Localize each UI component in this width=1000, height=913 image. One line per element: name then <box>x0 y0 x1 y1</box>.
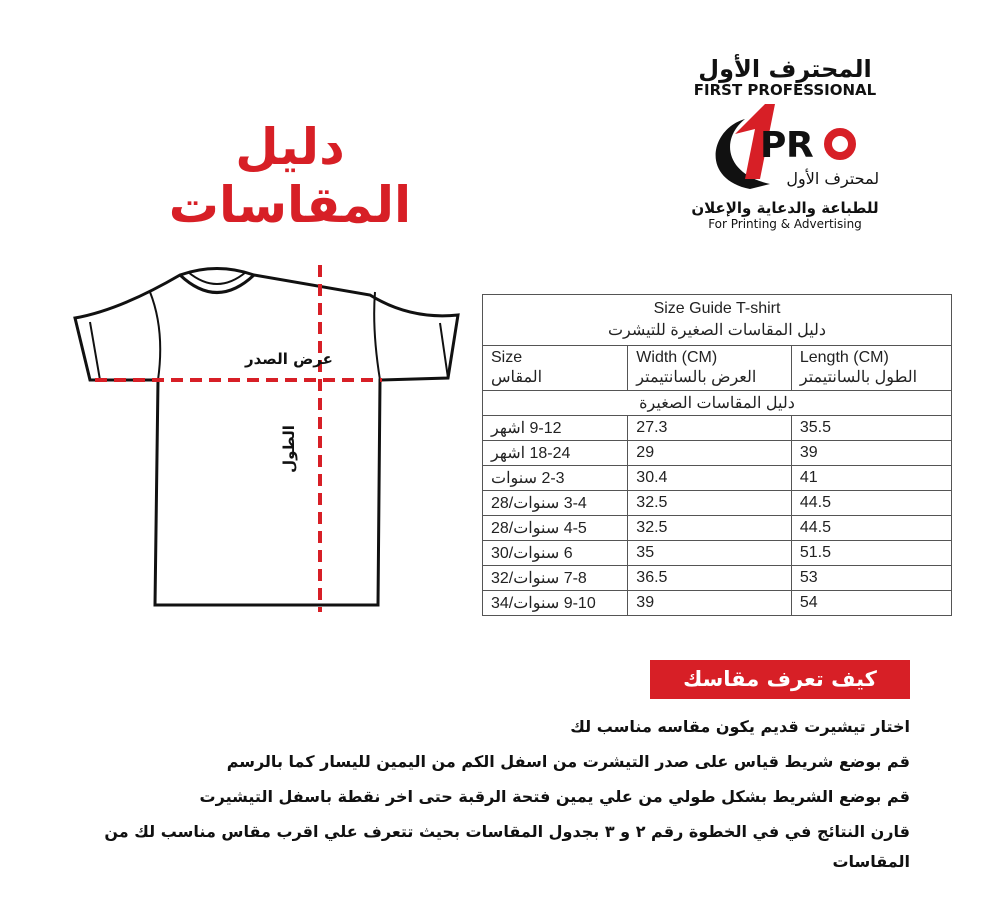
header-size: Size المقاس <box>481 345 629 391</box>
chest-width-label: عرض الصدر <box>245 350 333 368</box>
size-table: Size Guide T-shirt دليل المقاسات الصغيرة … <box>481 294 953 616</box>
length-cell: 39 <box>790 440 953 466</box>
how-to-steps: اختار تيشيرت قديم يكون مقاسه مناسب لك قم… <box>90 712 910 871</box>
size-cell: 3-4 سنوات/28 <box>481 490 629 516</box>
tshirt-outline <box>73 267 460 607</box>
width-cell: 39 <box>627 590 792 616</box>
table-row: 2-3 سنوات 30.4 41 <box>481 465 953 491</box>
table-row: 3-4 سنوات/28 32.5 44.5 <box>481 490 953 516</box>
width-cell: 32.5 <box>627 515 792 541</box>
logo-english-tagline: For Printing & Advertising <box>708 217 862 231</box>
table-row: 9-12 اشهر 27.3 35.5 <box>481 415 953 441</box>
length-cell: 35.5 <box>790 415 953 441</box>
size-cell: 18-24 اشهر <box>481 440 629 466</box>
table-row: 4-5 سنوات/28 32.5 44.5 <box>481 515 953 541</box>
length-cell: 44.5 <box>790 490 953 516</box>
table-section: دليل المقاسات الصغيرة <box>482 390 952 416</box>
width-cell: 32.5 <box>627 490 792 516</box>
logo-arabic-name: المحترف الأول <box>698 55 872 83</box>
logo-arabic-tagline: للطباعة والدعاية والإعلان <box>691 199 879 217</box>
svg-text:R: R <box>786 125 814 166</box>
length-cell: 51.5 <box>790 540 953 566</box>
step-2: قم بوضع شريط قياس على صدر التيشرت من اسف… <box>226 752 910 771</box>
size-cell: 9-10 سنوات/34 <box>481 590 629 616</box>
tshirt-diagram <box>73 265 460 612</box>
width-cell: 35 <box>627 540 792 566</box>
table-row: 18-24 اشهر 29 39 <box>481 440 953 466</box>
table-row: 9-10 سنوات/34 39 54 <box>481 590 953 616</box>
width-cell: 30.4 <box>627 465 792 491</box>
step-4: قارن النتائج في في الخطوة رقم ٢ و ٣ بجدو… <box>104 822 910 871</box>
table-row: 7-8 سنوات/32 36.5 53 <box>481 565 953 591</box>
step-1: اختار تيشيرت قديم يكون مقاسه مناسب لك <box>570 717 910 736</box>
logo-english-name: FIRST PROFESSIONAL <box>693 81 877 99</box>
length-cell: 53 <box>790 565 953 591</box>
size-cell: 4-5 سنوات/28 <box>481 515 629 541</box>
logo-mark-icon: P R المحترف الأول <box>715 104 880 189</box>
how-to-heading: كيف تعرف مقاسك <box>650 660 910 699</box>
svg-text:P: P <box>760 125 786 166</box>
header-length: Length (CM) الطول بالسانتيمتر <box>790 345 953 391</box>
step-3: قم بوضع الشريط بشكل طولي من علي يمين فتح… <box>199 787 910 806</box>
page-title: دليل المقاسات <box>168 118 412 234</box>
header-width: Width (CM) العرض بالسانتيمتر <box>627 345 792 391</box>
width-cell: 36.5 <box>627 565 792 591</box>
size-cell: 9-12 اشهر <box>481 415 629 441</box>
length-label: الطول <box>279 425 298 473</box>
table-row: 6 سنوات/30 35 51.5 <box>481 540 953 566</box>
length-cell: 44.5 <box>790 515 953 541</box>
svg-text:المحترف الأول: المحترف الأول <box>786 168 880 189</box>
table-title: Size Guide T-shirt دليل المقاسات الصغيرة … <box>482 294 952 346</box>
width-cell: 29 <box>627 440 792 466</box>
size-cell: 6 سنوات/30 <box>481 540 629 566</box>
size-cell: 7-8 سنوات/32 <box>481 565 629 591</box>
width-cell: 27.3 <box>627 415 792 441</box>
logo: المحترف الأول FIRST PROFESSIONAL P R الم… <box>690 55 880 231</box>
length-cell: 54 <box>790 590 953 616</box>
length-cell: 41 <box>790 465 953 491</box>
size-cell: 2-3 سنوات <box>481 465 629 491</box>
